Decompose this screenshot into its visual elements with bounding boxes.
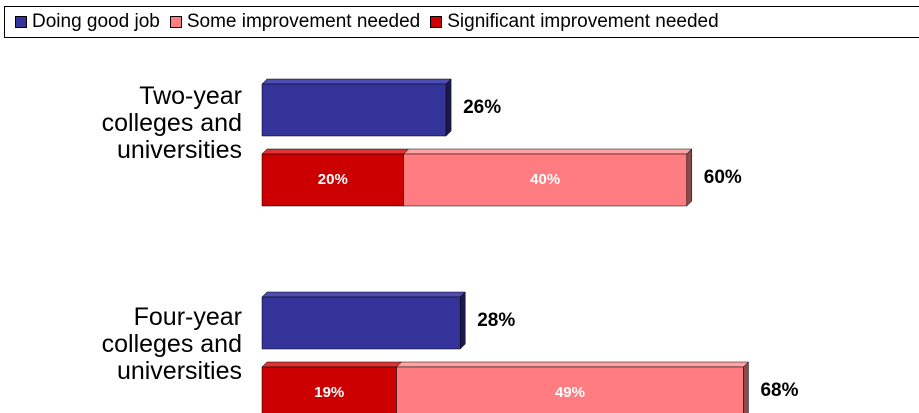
chart-legend: Doing good job Some improvement needed S…	[4, 6, 919, 38]
bar-some-four-year	[396, 366, 744, 413]
bar-good-two-year-top	[261, 78, 452, 85]
category-label-line: Two-year	[139, 82, 242, 110]
data-label-some-two-year: 40%	[530, 171, 560, 188]
legend-swatch-good	[15, 16, 27, 28]
legend-label-significant: Significant improvement needed	[447, 11, 719, 32]
category-label-line: colleges and	[101, 330, 242, 358]
legend-item-some: Some improvement needed	[169, 11, 421, 33]
category-label-line: universities	[116, 136, 242, 164]
data-label-total-two-year: 60%	[704, 167, 742, 188]
bar-significant-four-year-top	[261, 361, 403, 368]
bar-good-two-year	[261, 83, 447, 137]
bar-some-two-year-top	[402, 148, 693, 155]
legend-item-significant: Significant improvement needed	[430, 11, 719, 33]
legend-label-some: Some improvement needed	[186, 11, 421, 32]
legend-swatch-some	[169, 16, 182, 28]
bar-good-four-year	[261, 296, 461, 350]
category-label-line: Four-year	[133, 303, 242, 331]
data-label-total-four-year: 68%	[760, 380, 798, 401]
data-label-significant-four-year: 19%	[314, 384, 344, 401]
data-label-some-four-year: 49%	[555, 384, 585, 401]
bar-some-four-year-top	[395, 361, 750, 368]
bar-some-two-year-side	[686, 148, 693, 207]
bar-good-four-year-side	[459, 291, 466, 350]
bar-some-four-year-side	[743, 361, 749, 413]
bar-good-two-year-side	[445, 78, 452, 137]
data-label-good-four-year: 28%	[477, 310, 515, 331]
category-label-line: colleges and	[101, 109, 242, 137]
data-label-significant-two-year: 20%	[318, 171, 348, 188]
bar-significant-four-year	[261, 366, 397, 413]
bar-significant-two-year	[261, 153, 404, 207]
bar-significant-two-year-top	[261, 148, 410, 155]
category-label-four-year: Four-year colleges and universities	[4, 304, 242, 385]
legend-swatch-significant	[430, 16, 443, 28]
category-label-line: universities	[116, 357, 242, 385]
bar-some-two-year	[403, 153, 688, 207]
bar-good-four-year-top	[261, 291, 466, 298]
legend-label-good: Doing good job	[32, 11, 160, 32]
legend-item-good: Doing good job	[15, 11, 160, 33]
data-label-good-two-year: 26%	[463, 97, 501, 118]
category-label-two-year: Two-year colleges and universities	[4, 83, 242, 164]
